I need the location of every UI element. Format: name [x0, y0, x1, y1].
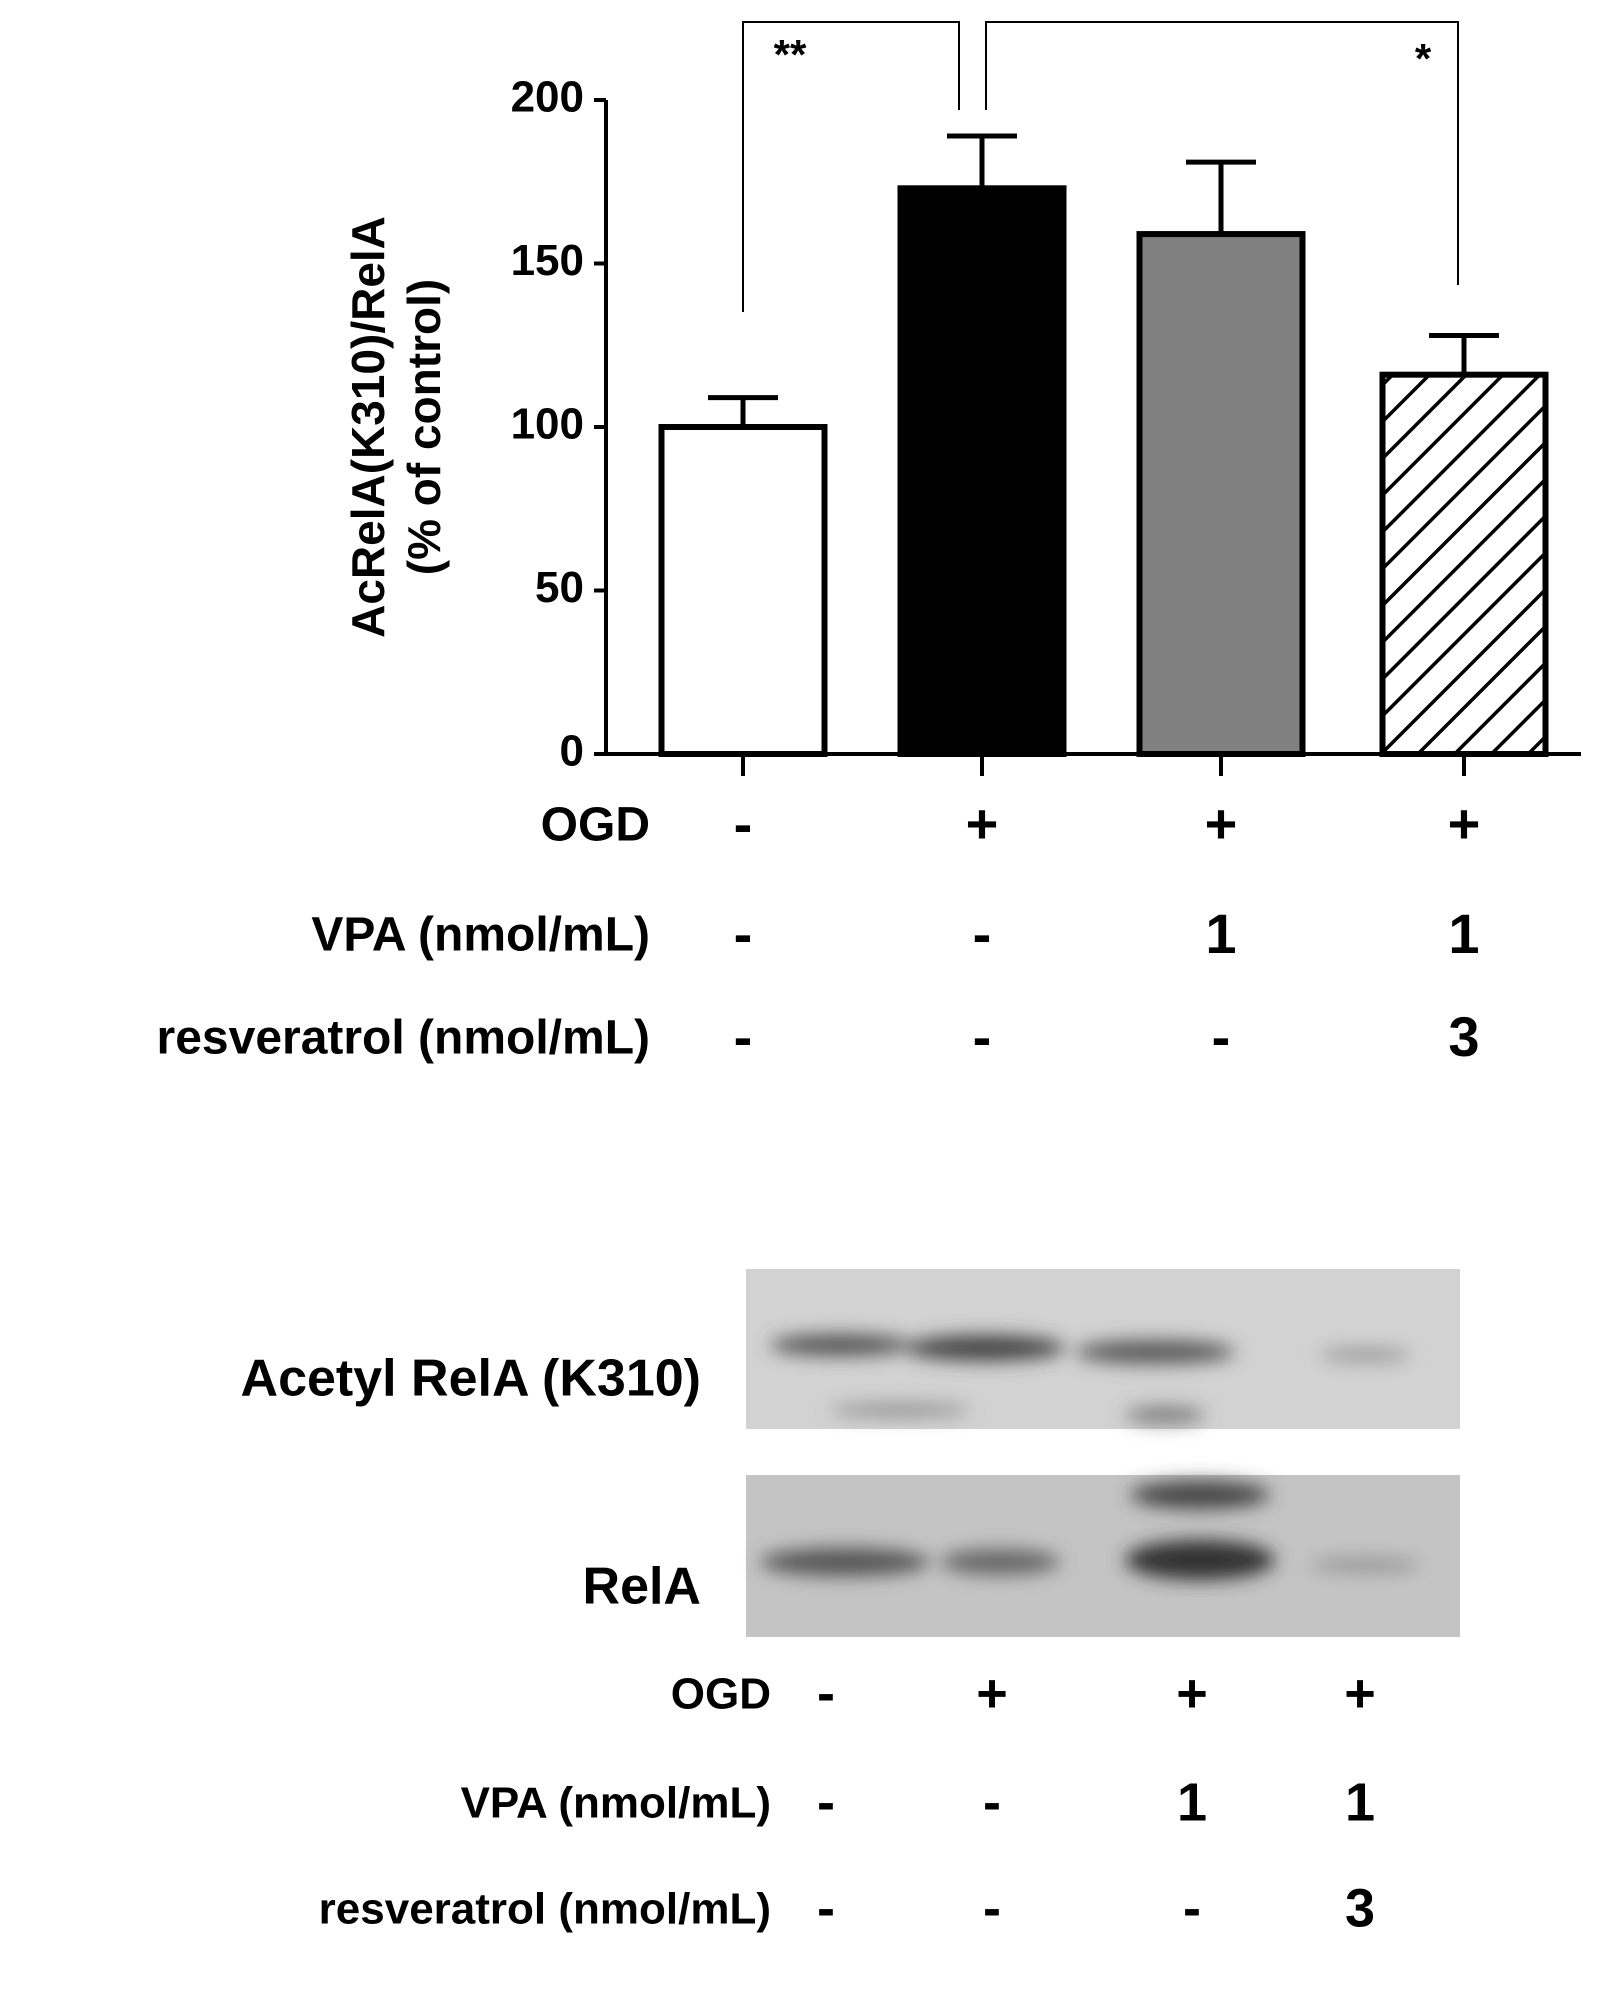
western-blot	[746, 1269, 1460, 1637]
condition-value: 3	[1345, 1878, 1375, 1938]
significance-label: **	[774, 31, 807, 78]
bar	[897, 185, 1067, 758]
y-tick-label: 200	[511, 73, 584, 122]
bar	[1379, 371, 1549, 757]
condition-value: -	[1212, 1005, 1231, 1068]
condition-value: +	[966, 792, 999, 855]
y-axis-label: AcRelA(K310)/RelA (% of control)	[342, 216, 450, 638]
condition-value: +	[1205, 792, 1238, 855]
y-tick-label: 50	[535, 563, 584, 612]
condition-value: 1	[1448, 902, 1479, 965]
condition-value: +	[976, 1663, 1008, 1723]
significance-label: *	[1415, 35, 1432, 82]
condition-value: -	[734, 1005, 753, 1068]
condition-value: 3	[1448, 1005, 1479, 1068]
y-axis-label-line: (% of control)	[398, 279, 450, 575]
condition-value: +	[1344, 1663, 1376, 1723]
condition-label: OGD	[541, 799, 650, 852]
blot-bands	[760, 1481, 1420, 1580]
condition-value: +	[1448, 792, 1481, 855]
condition-value: -	[1183, 1878, 1201, 1938]
condition-value: 1	[1177, 1772, 1207, 1832]
bracket	[742, 21, 960, 312]
condition-value: -	[817, 1663, 835, 1723]
band-label: Acetyl RelA (K310)	[241, 1350, 701, 1408]
condition-value: -	[983, 1878, 1001, 1938]
condition-value: 1	[1345, 1772, 1375, 1832]
y-tick-label: 150	[511, 236, 584, 285]
condition-label: VPA (nmol/mL)	[311, 909, 650, 962]
bracket	[985, 21, 1459, 285]
condition-label: resveratrol (nmol/mL)	[319, 1885, 771, 1934]
condition-value: -	[817, 1772, 835, 1832]
band-label: RelA	[583, 1558, 701, 1616]
condition-value: -	[734, 792, 753, 855]
y-axis-label-line: AcRelA(K310)/RelA	[342, 216, 394, 638]
condition-label: OGD	[671, 1670, 771, 1719]
condition-value: 1	[1205, 902, 1236, 965]
condition-value: -	[734, 902, 753, 965]
condition-value: +	[1176, 1663, 1208, 1723]
condition-value: -	[817, 1878, 835, 1938]
condition-value: -	[983, 1772, 1001, 1832]
blot-bands	[770, 1334, 1410, 1423]
bar	[658, 424, 828, 757]
condition-value: -	[973, 902, 992, 965]
condition-label: resveratrol (nmol/mL)	[157, 1012, 650, 1065]
y-tick-label: 100	[511, 400, 584, 449]
bar	[1136, 231, 1306, 757]
condition-value: -	[973, 1005, 992, 1068]
significance-brackets	[742, 21, 1459, 312]
condition-label: VPA (nmol/mL)	[461, 1779, 771, 1828]
y-tick-label: 0	[560, 727, 584, 776]
